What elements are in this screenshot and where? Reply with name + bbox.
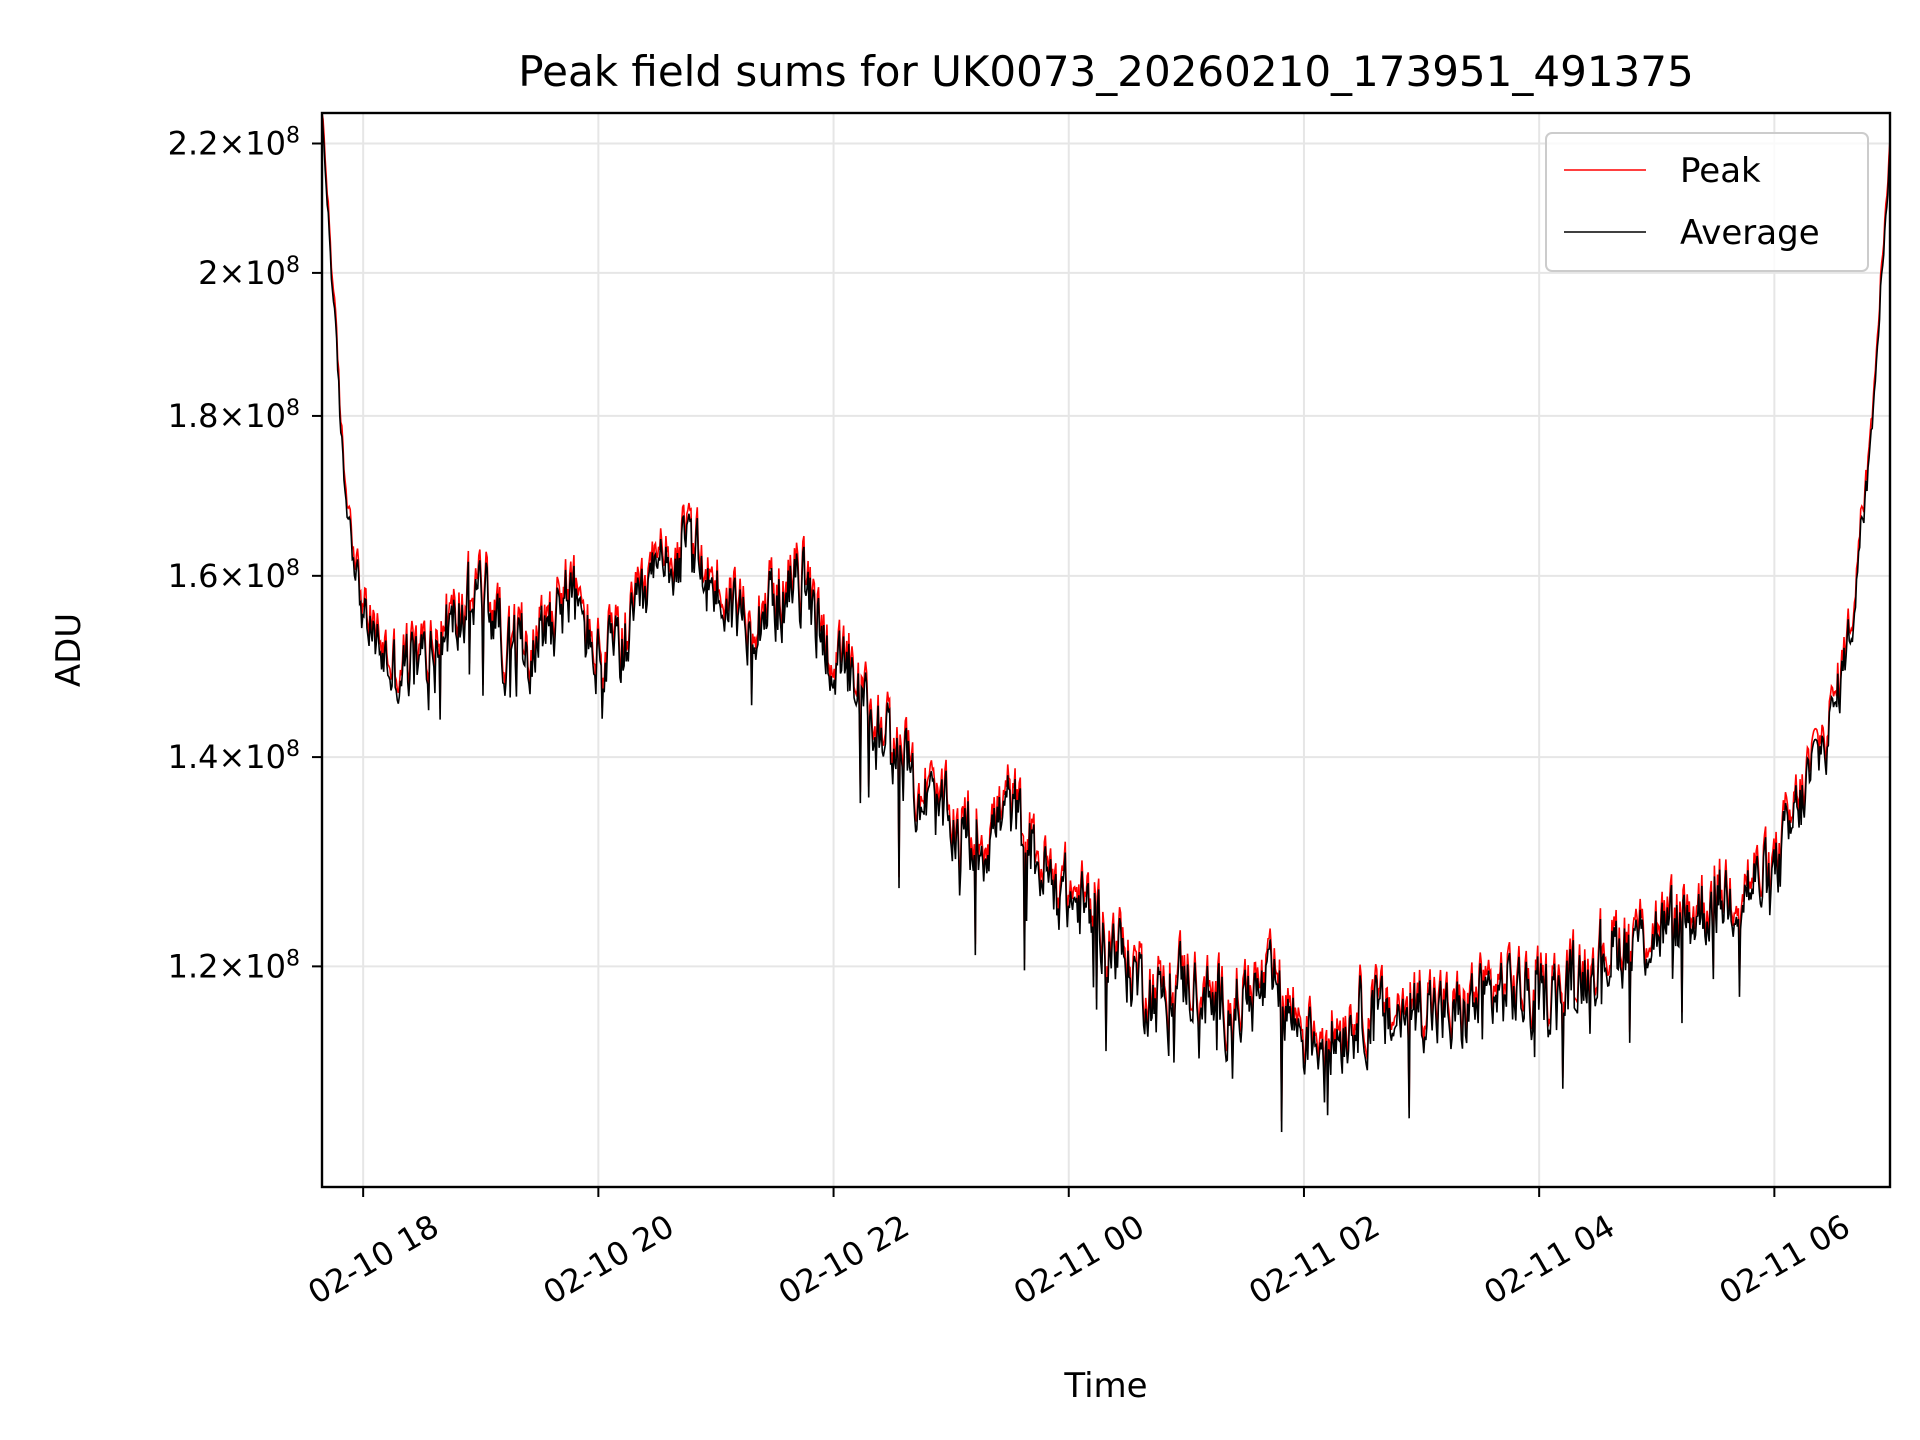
y-axis-label: ADU [49,613,89,687]
y-tick-label: 1.6×108 [168,555,300,595]
y-tick-label: 2.2×108 [168,123,300,163]
y-tick-label: 1.2×108 [168,946,300,986]
y-tick-label: 1.4×108 [168,737,300,777]
legend-label-peak: Peak [1680,151,1761,191]
series-line-average [322,113,1890,1133]
plot-frame [320,111,1892,1189]
y-axis-ticks: 1.2×108 1.4×108 1.6×108 1.8×108 2×108 2.2×108 [168,123,322,985]
plot-lines [322,113,1890,1133]
legend-box [1545,132,1869,272]
x-axis-label: Time [1063,1366,1147,1406]
legend-label-average: Average [1680,213,1820,253]
chart-title: Peak field sums for UK0073_20260210_1739… [518,47,1693,96]
y-tick-label: 1.8×108 [168,395,300,435]
grid [322,113,1890,1187]
y-tick-label: 2×108 [198,252,300,292]
legend: Peak Average [1545,132,1869,272]
